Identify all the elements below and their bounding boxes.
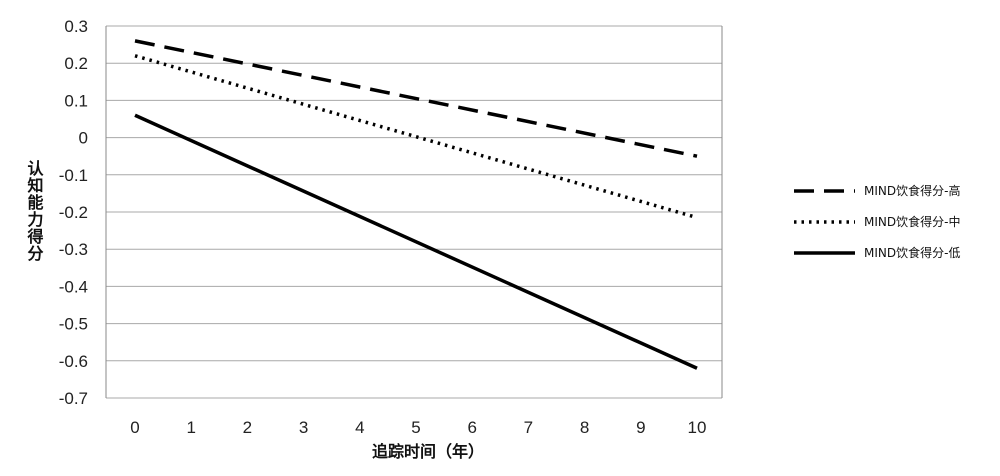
x-tick-label: 1 <box>186 418 195 437</box>
y-tick-label: -0.6 <box>59 352 88 371</box>
y-tick-label: -0.3 <box>59 240 88 259</box>
x-axis-title: 追踪时间（年） <box>372 442 484 461</box>
series-line-3 <box>134 113 698 370</box>
legend-label: MIND饮食得分-高 <box>864 183 960 198</box>
legend-label: MIND饮食得分-低 <box>864 245 960 260</box>
y-tick-label: 0.1 <box>64 91 88 110</box>
y-tick-label: -0.5 <box>59 315 88 334</box>
plot-frame <box>105 26 723 398</box>
x-tick-label: 2 <box>243 418 252 437</box>
y-tick-label: -0.1 <box>59 166 88 185</box>
x-tick-labels: 0 1 2 3 4 5 6 7 8 9 10 <box>130 418 706 437</box>
series-lines <box>134 39 698 370</box>
y-tick-labels: 0.3 0.2 0.1 0 -0.1 -0.2 -0.3 -0.4 -0.5 -0.6 -0.7 <box>59 17 88 408</box>
y-tick-label: -0.2 <box>59 203 88 222</box>
x-tick-label: 10 <box>688 418 707 437</box>
x-tick-label: 5 <box>411 418 420 437</box>
x-tick-label: 4 <box>355 418 364 437</box>
y-tick-label: 0.2 <box>64 54 88 73</box>
legend: MIND饮食得分-高 MIND饮食得分-中 MIND饮食得分-低 <box>794 183 960 260</box>
x-tick-label: 7 <box>524 418 533 437</box>
grid-lines <box>106 25 722 399</box>
y-tick-label: -0.7 <box>59 389 88 408</box>
y-tick-label: -0.4 <box>59 277 88 296</box>
series-line-2 <box>134 54 698 220</box>
y-axis-title: 认知能力得分 <box>25 159 45 262</box>
x-tick-label: 6 <box>467 418 476 437</box>
y-tick-label: 0.3 <box>64 17 88 36</box>
series-line-1 <box>134 39 698 158</box>
x-tick-label: 9 <box>636 418 645 437</box>
x-tick-label: 3 <box>299 418 308 437</box>
x-tick-label: 0 <box>130 418 139 437</box>
legend-label: MIND饮食得分-中 <box>864 214 960 229</box>
y-tick-label: 0 <box>79 129 88 148</box>
x-tick-label: 8 <box>580 418 589 437</box>
